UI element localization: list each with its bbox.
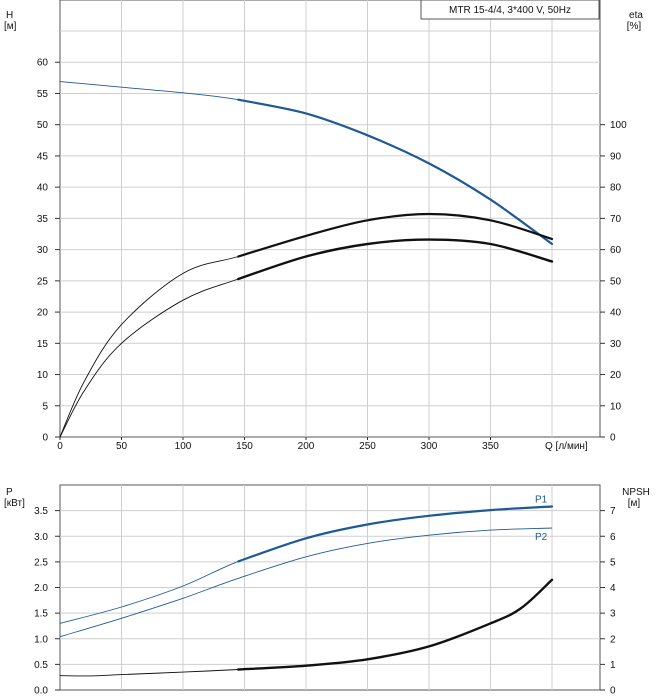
panel2-right-tick-label: 1: [610, 660, 616, 671]
panel2-right-tick-label: 7: [610, 506, 616, 517]
panel2-left-tick-label: 2.0: [34, 583, 48, 594]
panel1-left-tick-label: 25: [37, 276, 49, 287]
legend-p1: P1: [535, 495, 548, 506]
panel1-left-tick-label: 20: [37, 308, 49, 319]
panel2-right-tick-label: 4: [610, 583, 616, 594]
panel1-y-left-unit: [м]: [4, 21, 17, 32]
panel1-x-tick-label: 100: [175, 441, 192, 452]
panel1-x-unit-label: Q [л/мин]: [545, 441, 588, 452]
panel1-left-tick-label: 40: [37, 183, 49, 194]
panel1-right-tick-label: 10: [610, 401, 622, 412]
panel2-y-right-unit: [м]: [628, 498, 641, 509]
panel2-left-tick-label: 0.0: [34, 686, 48, 697]
panel1-left-tick-label: 50: [37, 120, 49, 131]
panel2-left-tick-label: 1.0: [34, 634, 48, 645]
panel2-left-tick-label: 3.0: [34, 532, 48, 543]
panel1-x-tick-label: 50: [116, 441, 128, 452]
chart-title: MTR 15-4/4, 3*400 V, 50Hz: [449, 5, 571, 16]
panel1-right-tick-label: 60: [610, 245, 622, 256]
panel2-right-tick-label: 6: [610, 532, 616, 543]
panel2-left-tick-label: 1.5: [34, 609, 48, 620]
panel1-y-left-label: H: [6, 10, 13, 21]
panel1-x-tick-label: 250: [359, 441, 376, 452]
panel1-y-right-unit: [%]: [627, 21, 642, 32]
panel2-left-tick-label: 0.5: [34, 660, 48, 671]
panel1-y-right-label: eta: [629, 10, 643, 21]
panel1-right-tick-label: 40: [610, 308, 622, 319]
panel1-x-tick-label: 350: [482, 441, 499, 452]
series-line-p2: [59, 527, 553, 638]
panel1-left-tick-label: 55: [37, 89, 49, 100]
title-box: [420, 0, 600, 20]
panel1-x-tick-label: 150: [236, 441, 253, 452]
panel1-right-tick-label: 20: [610, 370, 622, 381]
panel1-x-tick-label: 200: [298, 441, 315, 452]
panel1-right-tick-label: 80: [610, 183, 622, 194]
panel1-left-tick-label: 15: [37, 339, 49, 350]
panel2-right-tick-label: 0: [610, 686, 616, 697]
panel1-right-tick-label: 70: [610, 214, 622, 225]
panel1-left-tick-label: 0: [42, 433, 48, 444]
panel2-right-tick-label: 3: [610, 609, 616, 620]
panel1-left-tick-label: 10: [37, 370, 49, 381]
panel2-y-left-unit: [кВт]: [4, 498, 25, 509]
panel1-x-tick-label: 300: [421, 441, 438, 452]
panel1-x-tick-label: 0: [57, 441, 63, 452]
panel2-y-left-label: P: [6, 487, 13, 498]
panel2-left-tick-label: 3.5: [34, 506, 48, 517]
panel2-left-tick-label: 2.5: [34, 557, 48, 568]
panel1-left-tick-label: 60: [37, 58, 49, 69]
panel1-right-tick-label: 30: [610, 339, 622, 350]
panel2-right-tick-label: 2: [610, 634, 616, 645]
panel1-right-tick-label: 0: [610, 433, 616, 444]
panel1-left-tick-label: 30: [37, 245, 49, 256]
panel1-left-tick-label: 35: [37, 214, 49, 225]
series-bold-h: [237, 98, 554, 246]
series-bold-p1: [237, 505, 554, 563]
panel1-right-tick-label: 50: [610, 276, 622, 287]
panel1-right-tick-label: 100: [610, 120, 627, 131]
series-bold-eta-pump: [237, 238, 554, 281]
series-bold-eta-total: [237, 212, 554, 258]
panel1-left-tick-label: 45: [37, 151, 49, 162]
panel2-y-right-label: NPSH: [622, 487, 650, 498]
panel1-right-tick-label: 90: [610, 151, 622, 162]
legend-p2: P2: [535, 532, 548, 543]
series-bold-npsh: [237, 578, 554, 671]
panel2-right-tick-label: 5: [610, 557, 616, 568]
panel1-left-tick-label: 5: [42, 401, 48, 412]
